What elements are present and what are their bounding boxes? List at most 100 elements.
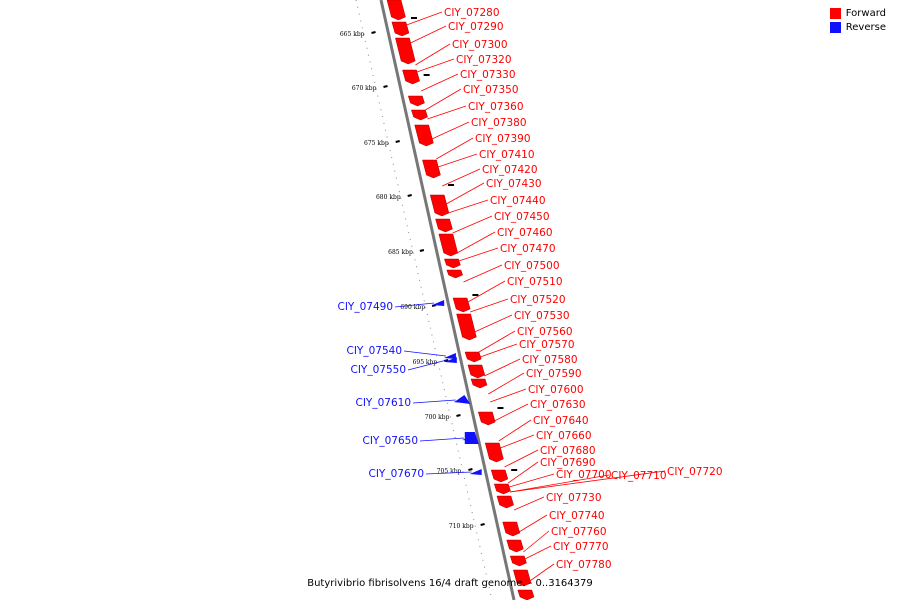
scale-tick (371, 31, 376, 34)
forward-gene-label: CIY_07740 (549, 510, 605, 522)
forward-gene-leader (510, 474, 610, 493)
forward-gene-block (484, 442, 504, 463)
forward-gene-label: CIY_07700 (556, 469, 612, 481)
forward-gene-leader (421, 73, 459, 92)
reverse-gene-leader (425, 471, 472, 475)
reverse-gene-arrow (469, 469, 482, 475)
forward-gene-leader (406, 11, 443, 26)
forward-gene-label: CIY_07560 (517, 326, 573, 338)
forward-gene-leader (478, 330, 516, 353)
forward-gene-leader (452, 215, 493, 234)
forward-gene-block (509, 555, 527, 567)
forward-gene-label: CIY_07330 (460, 69, 516, 81)
forward-gene-block (464, 351, 482, 363)
forward-gene-label: CIY_07430 (486, 178, 542, 190)
scale-tick (480, 523, 485, 526)
forward-gene-leader (467, 280, 506, 303)
forward-gene-block (435, 218, 453, 233)
forward-gene-label: CIY_07640 (533, 415, 589, 427)
genome-backbone (379, 0, 516, 600)
forward-gene-block (438, 233, 459, 257)
forward-gene-block (414, 124, 434, 147)
reverse-gene-leader (407, 359, 447, 371)
scale-tick-label: 705 kbp (437, 468, 462, 475)
forward-gene-label: CIY_07630 (530, 399, 586, 411)
reverse-gene-arrow (443, 353, 456, 359)
reverse-gene-label: CIY_07490 (338, 301, 394, 313)
forward-gene-leader (500, 434, 535, 449)
forward-gene-leader (446, 182, 485, 205)
forward-gene-block (490, 469, 509, 483)
forward-gene-leader (470, 298, 509, 313)
forward-gene-leader (458, 247, 499, 262)
forward-gene-block (422, 159, 441, 179)
forward-gene-leader (494, 403, 529, 422)
scale-tick-label: 680 kbp (376, 194, 401, 201)
forward-gene-label: CIY_07410 (479, 149, 535, 161)
forward-gene-label: CIY_07690 (540, 457, 596, 469)
forward-gene-block (429, 194, 450, 217)
scale-tick-label: 690 kbp (400, 304, 425, 311)
scale-tick-label: 695 kbp (413, 359, 438, 366)
forward-gene-leader (427, 105, 467, 120)
reverse-gene-block (464, 432, 479, 444)
forward-gene-label: CIY_07390 (475, 133, 531, 145)
forward-gene-label: CIY_07360 (468, 101, 524, 113)
forward-gene-block (452, 297, 471, 313)
scale-tick (456, 414, 461, 417)
forward-swatch (829, 8, 841, 19)
forward-gene-leader (480, 343, 518, 358)
scale-tick-label: 710 kbp (449, 523, 474, 530)
forward-gene-leader (484, 358, 521, 377)
scale-tick (468, 468, 473, 471)
forward-gene-label: CIY_07520 (510, 294, 566, 306)
forward-gene-label: CIY_07760 (551, 526, 607, 538)
forward-gene-label: CIY_07470 (500, 243, 556, 255)
reverse-gene-arrow (432, 300, 445, 306)
forward-gene-leader (524, 545, 552, 560)
forward-gene-label: CIY_07300 (452, 39, 508, 51)
forward-gene-leader (437, 153, 478, 168)
reverse-gene-arrow (444, 357, 457, 363)
reverse-gene-label: CIY_07540 (347, 345, 403, 357)
scale-tick-label: 675 kbp (364, 140, 389, 147)
scale-tick-label: 685 kbp (388, 249, 413, 256)
forward-gene-leader (463, 264, 503, 283)
forward-gene-label: CIY_07680 (540, 445, 596, 457)
reverse-gene-label: CIY_07550 (351, 364, 407, 376)
forward-gene-block (506, 539, 524, 553)
forward-gene-block (395, 37, 416, 65)
forward-gene-leader (448, 199, 489, 214)
forward-gene-leader (456, 231, 496, 254)
forward-gene-leader (425, 88, 462, 111)
forward-gene-block (456, 313, 477, 341)
forward-gene-block (493, 483, 511, 495)
forward-gene-leader (529, 563, 555, 582)
forward-gene-block (411, 109, 428, 121)
forward-gene-leader (410, 25, 447, 44)
forward-gene-block (402, 69, 420, 85)
forward-gene-block (517, 589, 535, 600)
legend: Forward Reverse (829, 8, 886, 36)
forward-gene-label: CIY_07420 (482, 164, 538, 176)
forward-gene-block (386, 0, 406, 21)
forward-gene-leader (510, 470, 666, 493)
forward-gene-block (478, 411, 496, 426)
scale-tick-label: 665 kbp (340, 31, 365, 38)
forward-gene-leader (513, 496, 545, 511)
forward-gene-block (391, 21, 410, 37)
reverse-gene-label: CIY_07670 (369, 468, 425, 480)
forward-gene-label: CIY_07780 (556, 559, 612, 571)
reverse-gene-leader (419, 437, 465, 442)
scale-tick (395, 140, 400, 143)
forward-gene-label: CIY_07320 (456, 54, 512, 66)
forward-gene-leader (415, 43, 451, 66)
forward-gene-leader (507, 461, 539, 484)
forward-gene-leader (416, 58, 455, 73)
forward-gene-label: CIY_07580 (522, 354, 578, 366)
forward-gene-label: CIY_07660 (536, 430, 592, 442)
forward-gene-leader (508, 473, 555, 488)
forward-gene-label: CIY_07280 (444, 7, 500, 19)
forward-gene-leader (489, 388, 527, 403)
